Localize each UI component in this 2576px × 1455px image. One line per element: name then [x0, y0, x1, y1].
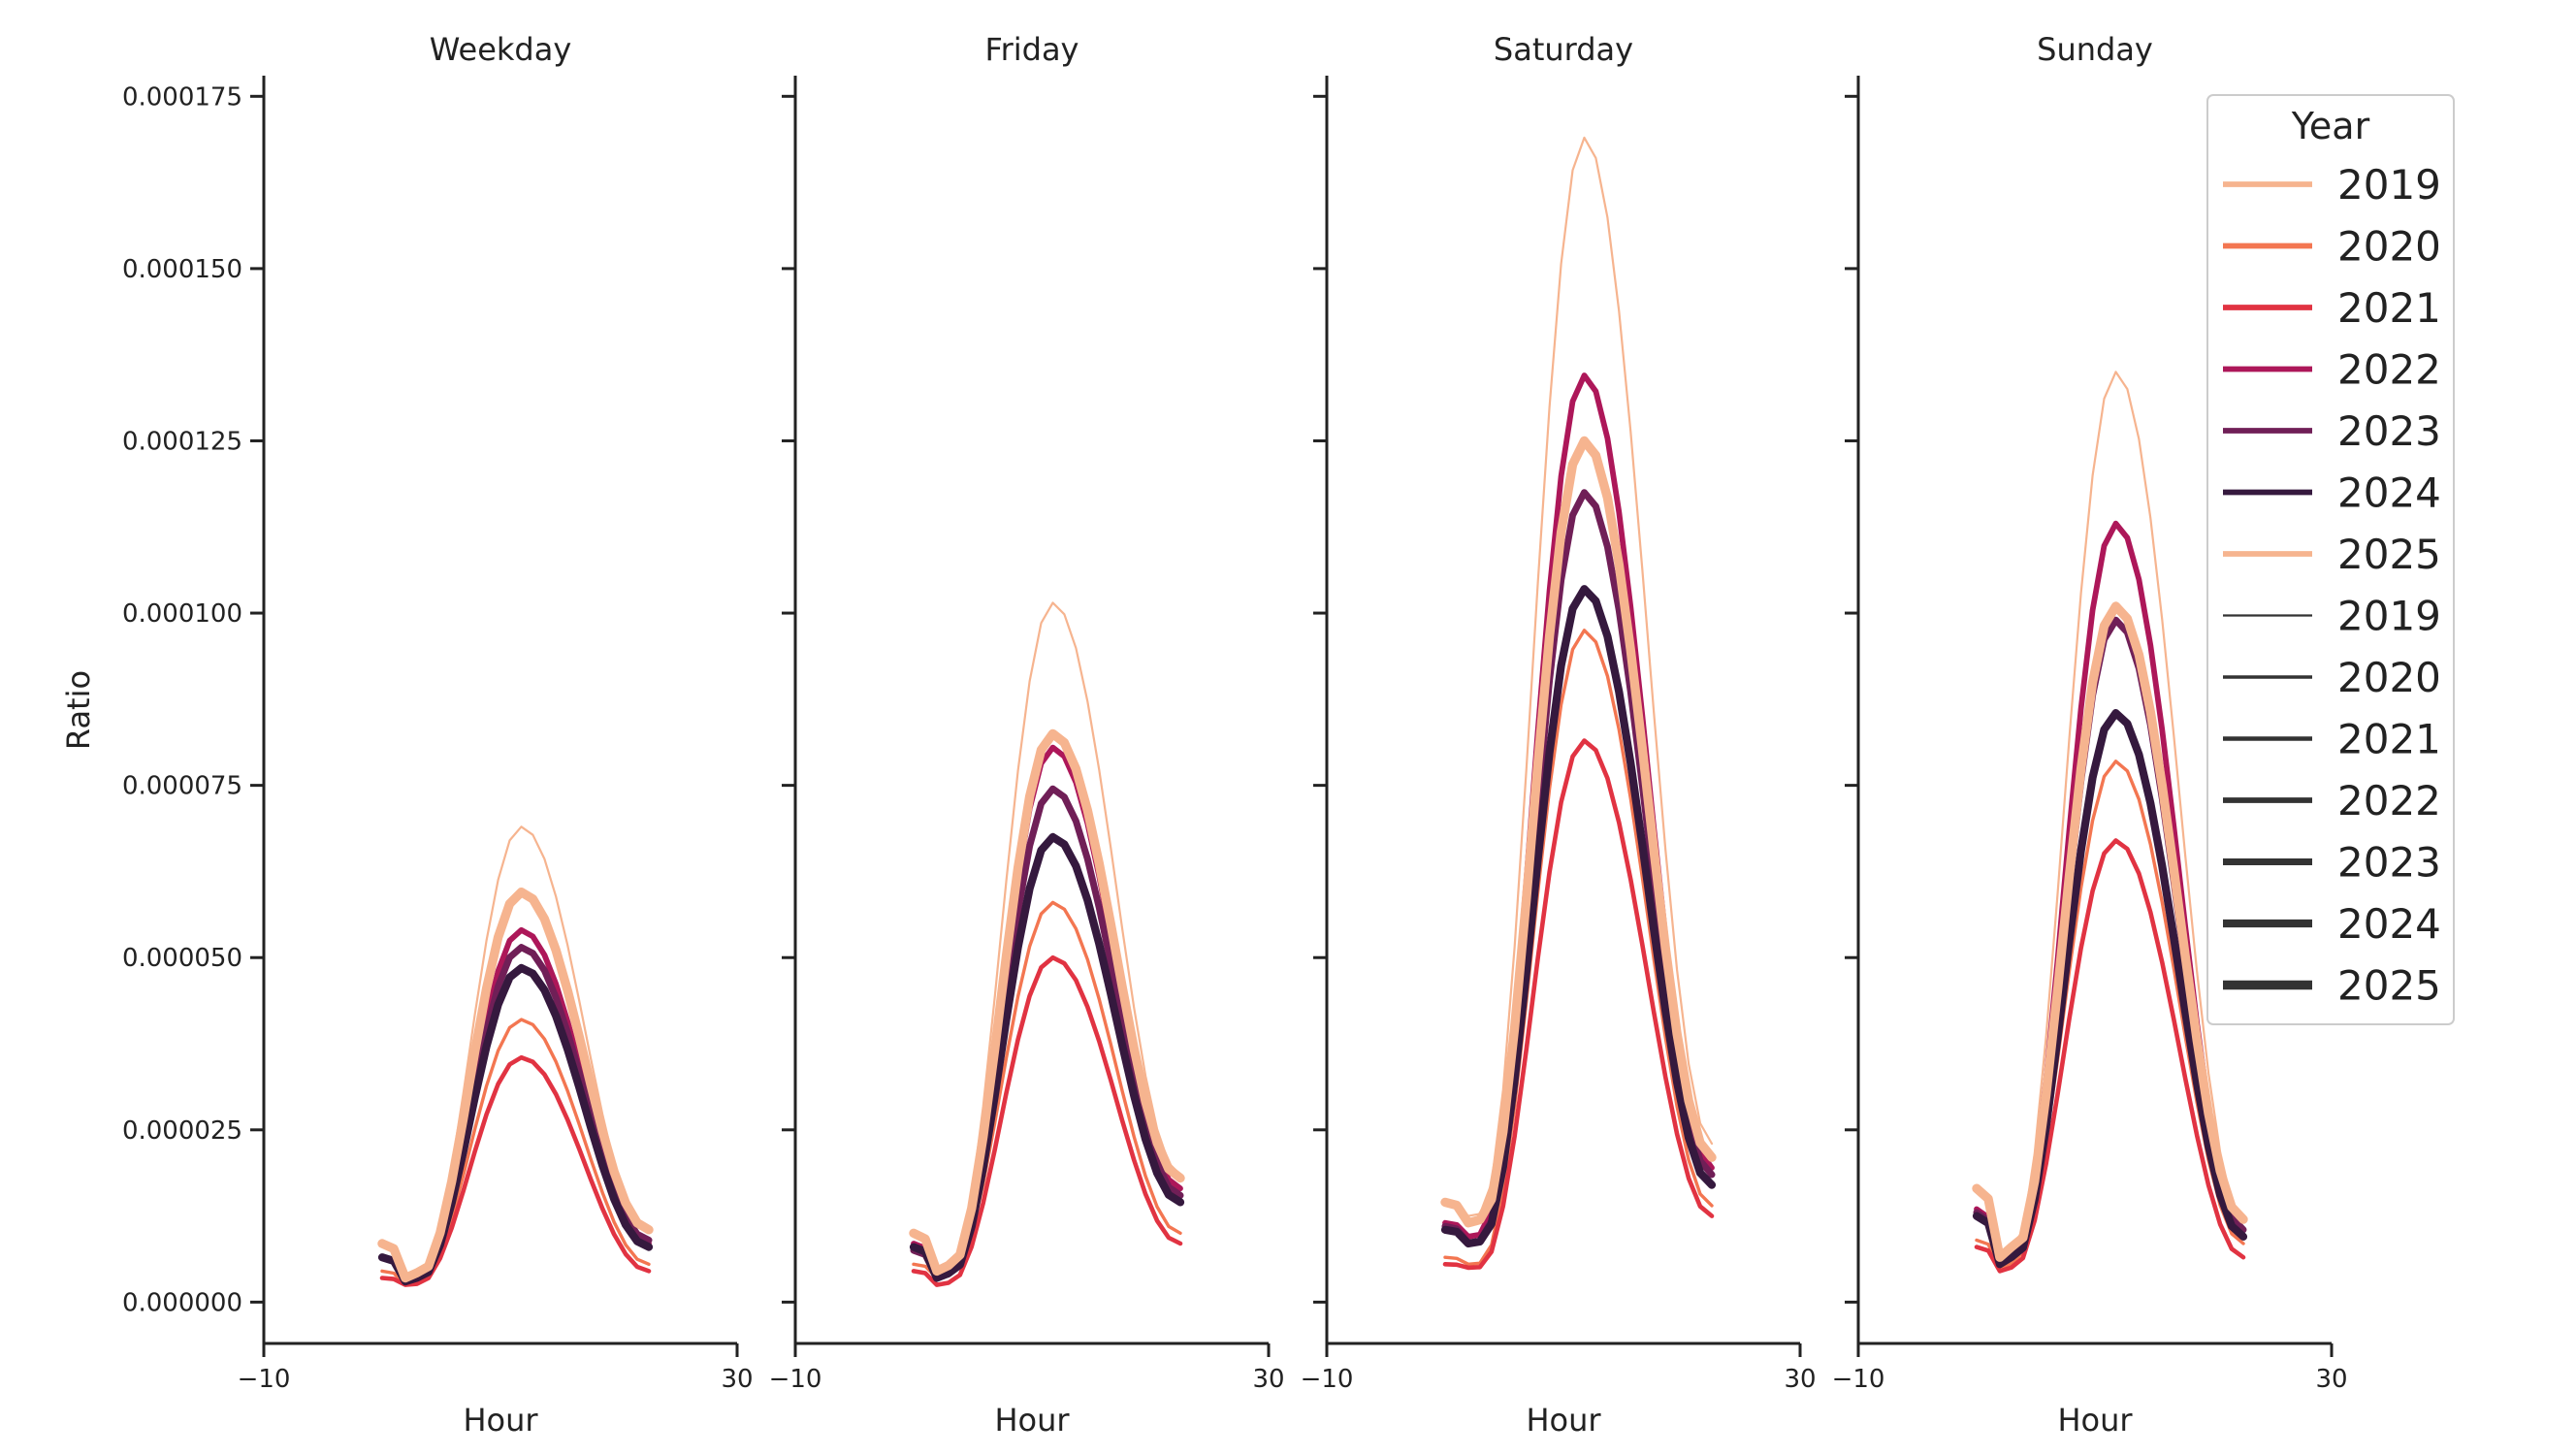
- y-tick-label: 0.000150: [122, 255, 242, 284]
- legend-label: 2019: [2337, 161, 2441, 209]
- x-axis-title: Hour: [994, 1402, 1070, 1439]
- y-tick-label: 0.000125: [122, 427, 242, 456]
- legend-title: Year: [2291, 105, 2370, 147]
- panel-weekday: Weekday 0.000000 0.000025 0.000050 0.000075 0…: [122, 31, 754, 1439]
- x-axis-title: Hour: [463, 1402, 538, 1439]
- legend-label: 2022: [2337, 777, 2441, 824]
- legend-box: [2206, 94, 2455, 1025]
- series-line-2025: [1972, 601, 2248, 1262]
- chart-panels: Weekday 0.000000 0.000025 0.000050 0.000075 0…: [60, 31, 2348, 1439]
- legend-label: 2022: [2337, 346, 2441, 394]
- y-tick-label: 0.000100: [122, 599, 242, 629]
- y-tick-label: 0.000175: [122, 82, 242, 112]
- x-tick-label: −10: [1832, 1365, 1885, 1394]
- series-line-2022: [911, 744, 1183, 1277]
- x-tick-label: 30: [2315, 1365, 2347, 1394]
- legend-label: 2024: [2337, 900, 2441, 948]
- series-line-2025: [1440, 436, 1717, 1228]
- x-axis-title: Hour: [1526, 1402, 1601, 1439]
- legend-label: 2021: [2337, 716, 2441, 763]
- x-tick-label: −10: [238, 1365, 291, 1394]
- series-line-2021: [1974, 838, 2246, 1274]
- series-line-2022: [379, 926, 652, 1284]
- panel-saturday: Saturday −10 30 Hour: [1301, 31, 1817, 1439]
- legend-label: 2020: [2337, 223, 2441, 271]
- series-line-2024: [1440, 585, 1717, 1248]
- legend-label: 2023: [2337, 839, 2441, 887]
- series-line-2020: [1975, 760, 2245, 1270]
- x-tick-label: −10: [1301, 1365, 1354, 1394]
- series-line-2025: [909, 728, 1185, 1277]
- panel-friday: Friday −10 30 Hour: [769, 31, 1285, 1439]
- legend-label: 2025: [2337, 531, 2441, 578]
- series-line-2024: [377, 963, 654, 1286]
- series-line-2021: [911, 954, 1183, 1287]
- series-line-2021: [379, 1054, 652, 1287]
- series-line-2021: [1442, 738, 1715, 1271]
- x-tick-label: −10: [769, 1365, 822, 1394]
- panel-title: Friday: [985, 31, 1079, 68]
- panel-sunday: Sunday −10 30 Hour: [1832, 31, 2348, 1439]
- y-tick-label: 0.000050: [122, 944, 242, 973]
- series-line-2024: [1972, 708, 2248, 1269]
- series-line-2023: [910, 785, 1184, 1281]
- legend-label: 2025: [2337, 962, 2441, 1010]
- panel-title: Weekday: [430, 31, 572, 68]
- y-tick-label: 0.000075: [122, 772, 242, 801]
- x-axis-title: Hour: [2057, 1402, 2133, 1439]
- y-tick-label: 0.000025: [122, 1116, 242, 1146]
- series-line-2025: [377, 888, 654, 1283]
- legend-label: 2020: [2337, 654, 2441, 701]
- panel-title: Saturday: [1494, 31, 1633, 68]
- x-tick-label: 30: [1784, 1365, 1816, 1394]
- x-tick-label: 30: [1252, 1365, 1284, 1394]
- legend-label: 2021: [2337, 284, 2441, 332]
- legend-label: 2019: [2337, 593, 2441, 640]
- panel-title: Sunday: [2037, 31, 2153, 68]
- series-line-2024: [909, 832, 1185, 1282]
- x-tick-label: 30: [721, 1365, 753, 1394]
- y-tick-label: 0.000000: [122, 1288, 242, 1317]
- legend-label: 2023: [2337, 407, 2441, 455]
- legend-label: 2024: [2337, 469, 2441, 517]
- series-line-2023: [378, 944, 653, 1285]
- legend: Year 2019 2020 2021 2022 2023 2024 2025 2019 2020…: [2206, 94, 2455, 1025]
- y-axis-title: Ratio: [60, 670, 97, 750]
- series-line-2020: [1443, 629, 1714, 1267]
